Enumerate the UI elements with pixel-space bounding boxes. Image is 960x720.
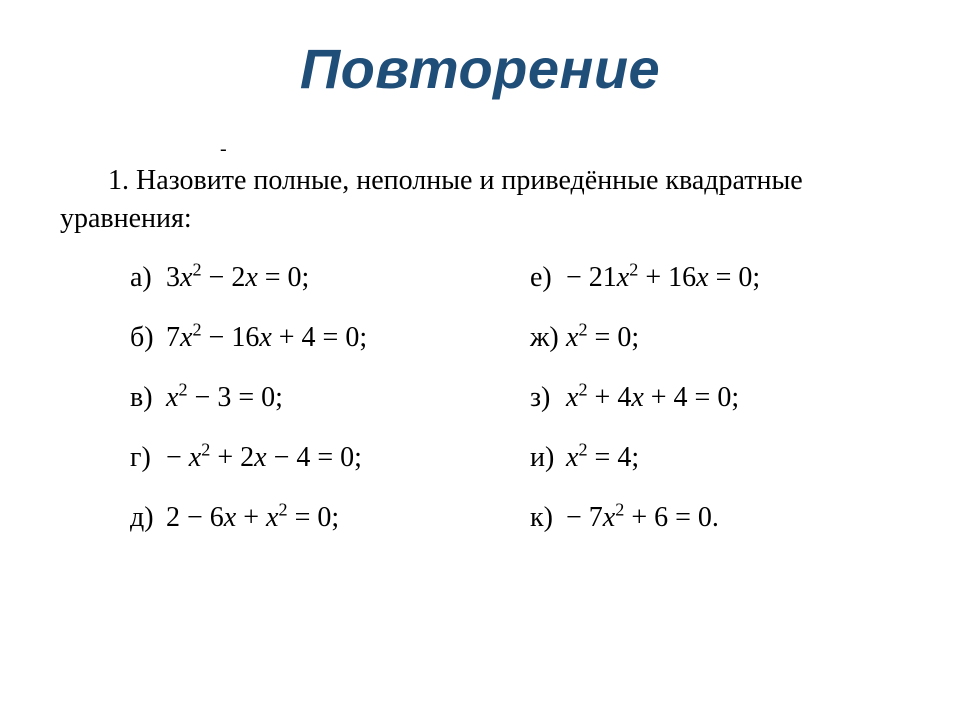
equation-i: x2 = 4;: [566, 442, 639, 474]
slide: Повторение - 1. Назовите полные, неполны…: [0, 0, 960, 720]
equation-k: − 7x2 + 6 = 0.: [566, 502, 719, 534]
label-z: з): [530, 382, 566, 414]
equation-row: б) 7x2 − 16x + 4 = 0; ж) x2 = 0;: [130, 322, 900, 354]
page-title: Повторение: [0, 36, 960, 101]
stray-dash: -: [220, 138, 227, 161]
equation-d: 2 − 6x + x2 = 0;: [166, 502, 339, 534]
equation-b: 7x2 − 16x + 4 = 0;: [166, 322, 367, 354]
label-i: и): [530, 442, 566, 474]
label-a: а): [130, 262, 166, 294]
equation-g: − x2 + 2x − 4 = 0;: [166, 442, 362, 474]
equation-left: г) − x2 + 2x − 4 = 0;: [130, 442, 530, 474]
equation-right: и) x2 = 4;: [530, 442, 639, 474]
label-zh: ж): [530, 322, 566, 354]
equation-zh: x2 = 0;: [566, 322, 639, 354]
equation-a: 3x2 − 2x = 0;: [166, 262, 309, 294]
equation-right: е) − 21x2 + 16x = 0;: [530, 262, 760, 294]
label-b: б): [130, 322, 166, 354]
equation-row: д) 2 − 6x + x2 = 0; к) − 7x2 + 6 = 0.: [130, 502, 900, 534]
label-e: е): [530, 262, 566, 294]
equation-left: д) 2 − 6x + x2 = 0;: [130, 502, 530, 534]
equation-right: к) − 7x2 + 6 = 0.: [530, 502, 719, 534]
equation-left: б) 7x2 − 16x + 4 = 0;: [130, 322, 530, 354]
prompt-text: 1. Назовите полные, неполные и приведённ…: [60, 162, 900, 238]
equation-right: з) x2 + 4x + 4 = 0;: [530, 382, 739, 414]
equation-v: x2 − 3 = 0;: [166, 382, 283, 414]
equations-grid: а) 3x2 − 2x = 0; е) − 21x2 + 16x = 0; б)…: [130, 262, 900, 562]
label-v: в): [130, 382, 166, 414]
equation-left: в) x2 − 3 = 0;: [130, 382, 530, 414]
label-d: д): [130, 502, 166, 534]
label-g: г): [130, 442, 166, 474]
equation-right: ж) x2 = 0;: [530, 322, 639, 354]
prompt-number: 1.: [108, 165, 129, 196]
prompt-body: Назовите полные, неполные и приведённые …: [60, 165, 803, 234]
label-k: к): [530, 502, 566, 534]
equation-row: в) x2 − 3 = 0; з) x2 + 4x + 4 = 0;: [130, 382, 900, 414]
equation-row: г) − x2 + 2x − 4 = 0; и) x2 = 4;: [130, 442, 900, 474]
equation-row: а) 3x2 − 2x = 0; е) − 21x2 + 16x = 0;: [130, 262, 900, 294]
equation-e: − 21x2 + 16x = 0;: [566, 262, 760, 294]
equation-left: а) 3x2 − 2x = 0;: [130, 262, 530, 294]
equation-z: x2 + 4x + 4 = 0;: [566, 382, 739, 414]
